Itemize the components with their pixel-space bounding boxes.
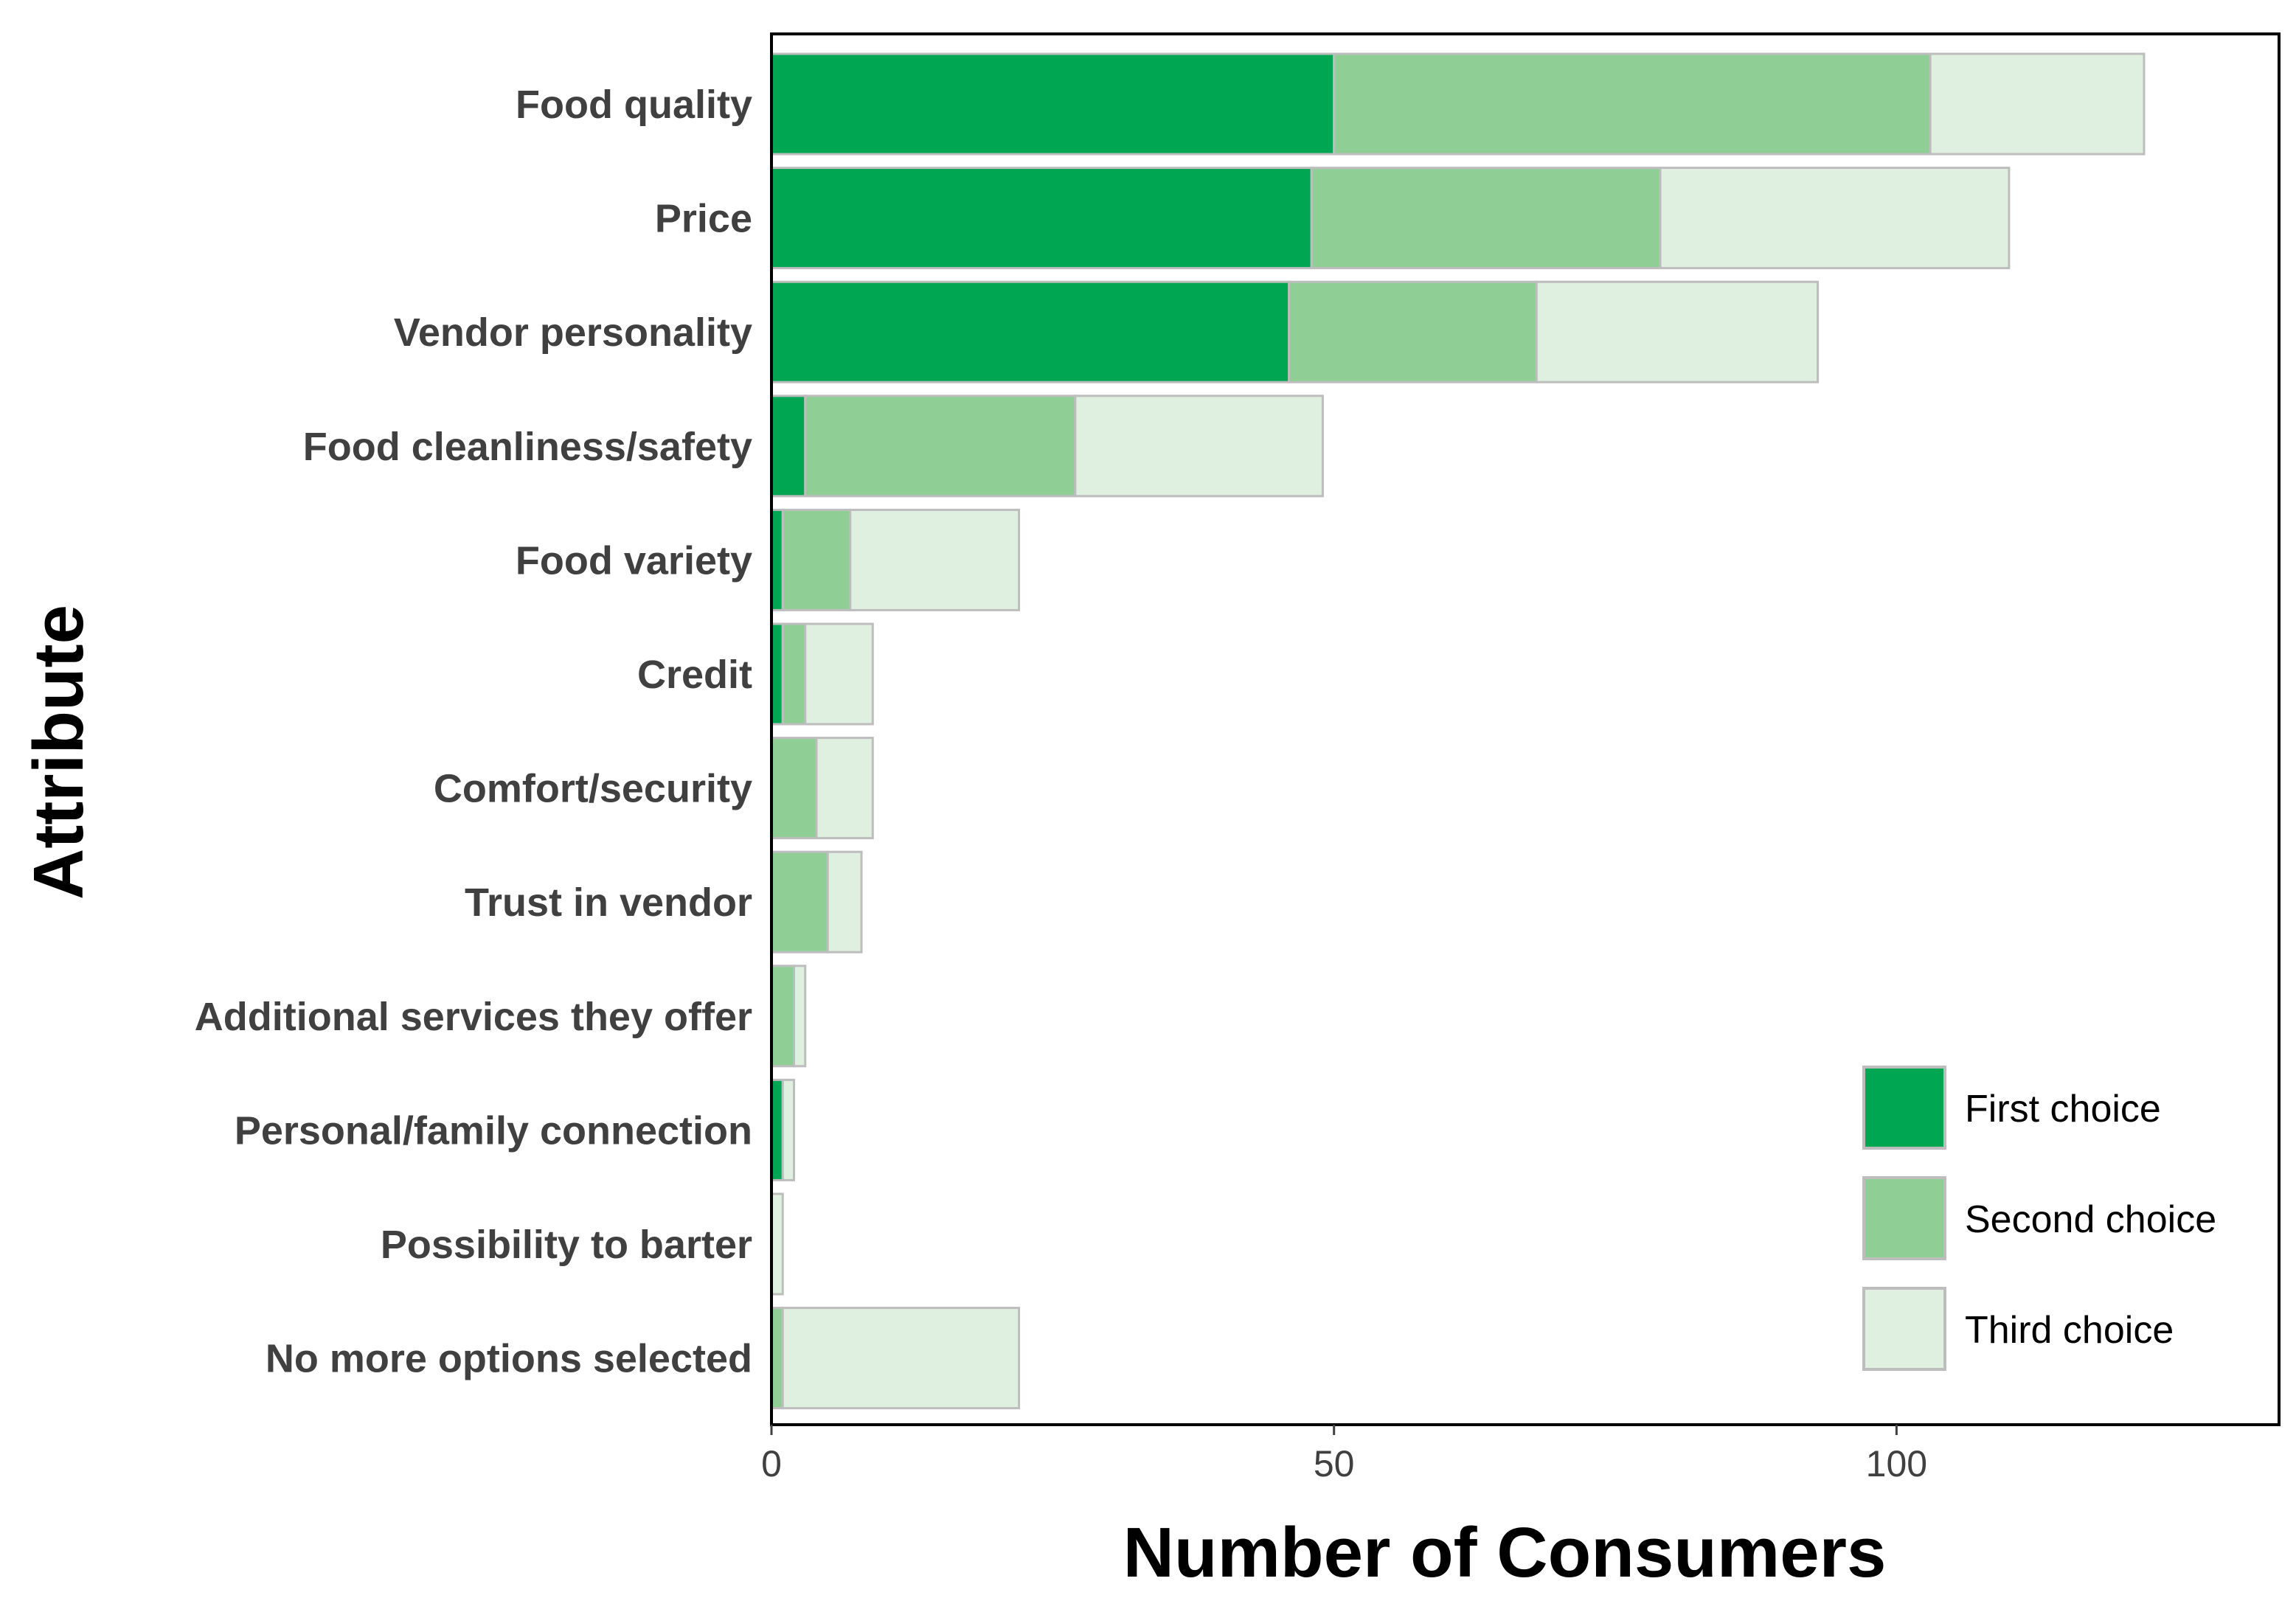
bar-1-1 [770,52,1336,156]
bar-2-2 [1310,167,1662,270]
bar-2-7 [770,737,818,840]
bar-2-9 [770,965,796,1068]
bar-1-5 [770,508,784,611]
bar-2-8 [770,850,829,953]
bar-3-2 [1659,167,2011,270]
category-label: Trust in vendor [465,880,752,925]
category-label: Possibility to barter [381,1223,752,1267]
bar-2-12 [770,1307,784,1410]
bar-3-9 [793,965,807,1068]
legend: First choice Second choice Third choice [1862,1066,2216,1371]
bar-3-10 [781,1078,796,1181]
bar-1-2 [770,167,1313,270]
bar-3-3 [1535,280,1820,383]
category-label: Vendor personality [394,310,752,355]
bar-3-5 [849,508,1021,611]
bar-3-7 [815,737,874,840]
bar-3-12 [781,1307,1021,1410]
x-axis-ticks: 0 50 100 [761,1425,1927,1484]
bar-1-6 [770,622,784,726]
bar-2-5 [781,508,852,611]
category-label: Credit [637,653,752,697]
legend-swatch [1862,1287,1946,1371]
legend-label: First choice [1965,1088,2161,1130]
category-label: Food cleanliness/safety [303,425,752,469]
bar-3-8 [826,850,863,953]
bar-1-10 [770,1078,784,1181]
x-axis-title: Number of Consumers [1123,1513,1887,1592]
category-label: Additional services they offer [195,995,752,1039]
y-axis-title: Attribute [19,605,98,900]
x-tick-label: 100 [1866,1443,1927,1484]
category-label: Food variety [516,538,752,583]
bar-1-4 [770,395,807,498]
legend-swatch [1862,1066,1946,1150]
bars-layer [770,52,2146,1410]
legend-label: Third choice [1965,1309,2174,1352]
category-labels: Food quality Price Vendor personality Food … [195,83,752,1381]
legend-label: Second choice [1965,1198,2216,1241]
bar-2-6 [781,622,807,726]
category-label: Food quality [516,83,752,127]
bar-3-11 [770,1192,784,1296]
bar-3-4 [1074,395,1324,498]
bar-3-6 [804,622,874,726]
bar-2-4 [804,395,1077,498]
x-tick-label: 50 [1314,1443,1355,1484]
legend-swatch [1862,1176,1946,1260]
bar-1-3 [770,280,1291,383]
plot-border [770,32,2281,1426]
category-label: No more options selected [266,1337,752,1381]
bar-3-1 [1929,52,2146,156]
category-label: Price [655,197,752,241]
x-tick-label: 0 [761,1443,782,1484]
category-label: Comfort/security [434,767,752,811]
bar-2-3 [1288,280,1538,383]
category-label: Personal/family connection [235,1108,752,1153]
bar-2-1 [1333,52,1932,156]
